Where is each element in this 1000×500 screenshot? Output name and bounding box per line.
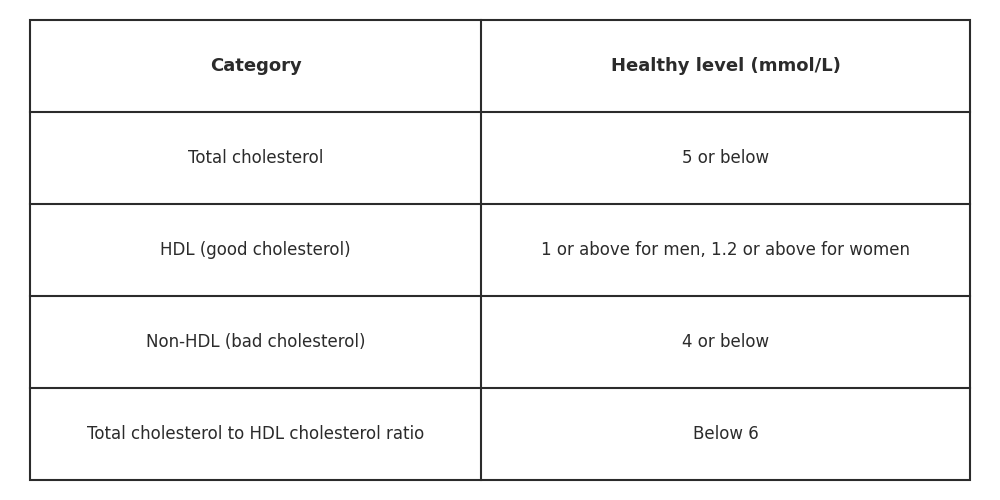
Text: 5 or below: 5 or below — [682, 149, 769, 167]
Text: Below 6: Below 6 — [693, 425, 758, 443]
Text: Total cholesterol: Total cholesterol — [188, 149, 323, 167]
Text: Total cholesterol to HDL cholesterol ratio: Total cholesterol to HDL cholesterol rat… — [87, 425, 424, 443]
Text: Non-HDL (bad cholesterol): Non-HDL (bad cholesterol) — [146, 333, 365, 351]
Text: 1 or above for men, 1.2 or above for women: 1 or above for men, 1.2 or above for wom… — [541, 241, 910, 259]
Text: 4 or below: 4 or below — [682, 333, 769, 351]
Text: Healthy level (mmol/L): Healthy level (mmol/L) — [611, 57, 841, 75]
Text: HDL (good cholesterol): HDL (good cholesterol) — [160, 241, 351, 259]
Text: Category: Category — [210, 57, 301, 75]
